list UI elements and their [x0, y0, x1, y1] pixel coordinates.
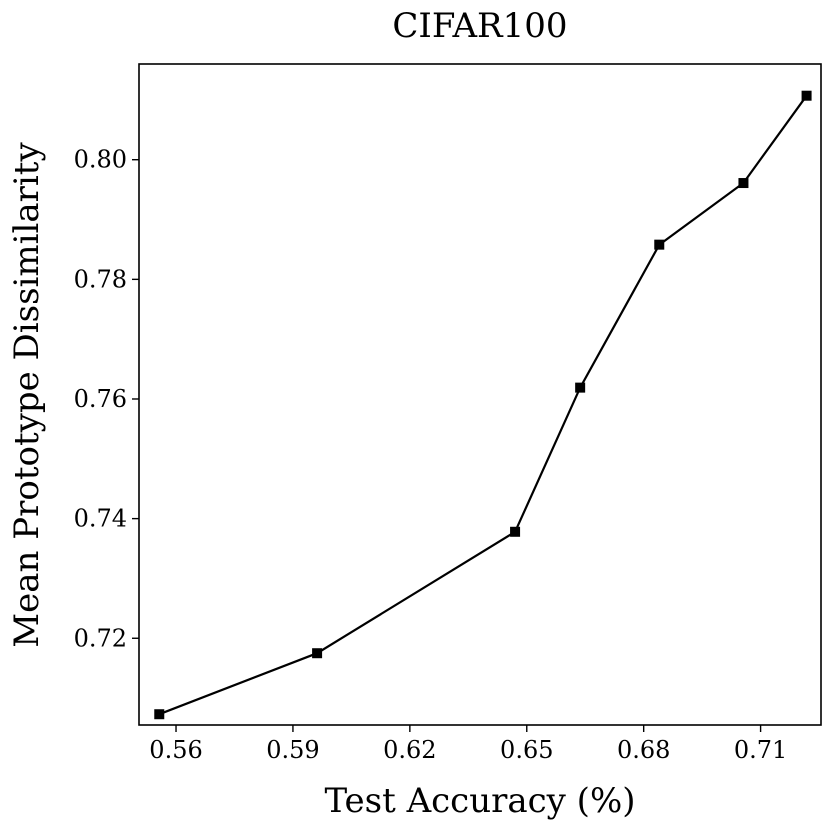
y-tick-label: 0.80	[74, 146, 127, 174]
y-axis-label: Mean Prototype Dissimilarity	[7, 142, 47, 648]
x-tick-label: 0.68	[617, 736, 670, 764]
data-point-marker	[154, 709, 165, 720]
chart-title: CIFAR100	[392, 6, 567, 46]
data-point-marker	[738, 178, 749, 189]
data-point-marker	[312, 648, 323, 659]
plot-area-frame	[138, 63, 822, 726]
y-axis-ticks: 0.72 0.74 0.76 0.78 0.80	[74, 146, 139, 652]
series-line	[158, 95, 808, 716]
data-point-marker	[575, 382, 586, 393]
series-markers	[154, 90, 812, 720]
y-tick-label: 0.76	[74, 385, 127, 413]
x-tick-label: 0.62	[383, 736, 436, 764]
data-point-marker	[654, 239, 665, 250]
x-tick-label: 0.65	[500, 736, 553, 764]
y-tick-label: 0.74	[74, 505, 127, 533]
x-axis-ticks: 0.56 0.59 0.62 0.65 0.68 0.71	[149, 725, 787, 764]
x-axis-label: Test Accuracy (%)	[324, 781, 635, 821]
x-tick-label: 0.59	[266, 736, 319, 764]
data-point-marker	[510, 526, 521, 537]
y-tick-label: 0.72	[74, 624, 127, 652]
y-tick-label: 0.78	[74, 265, 127, 293]
x-tick-label: 0.56	[149, 736, 202, 764]
x-tick-label: 0.71	[734, 736, 787, 764]
data-point-marker	[801, 90, 812, 101]
